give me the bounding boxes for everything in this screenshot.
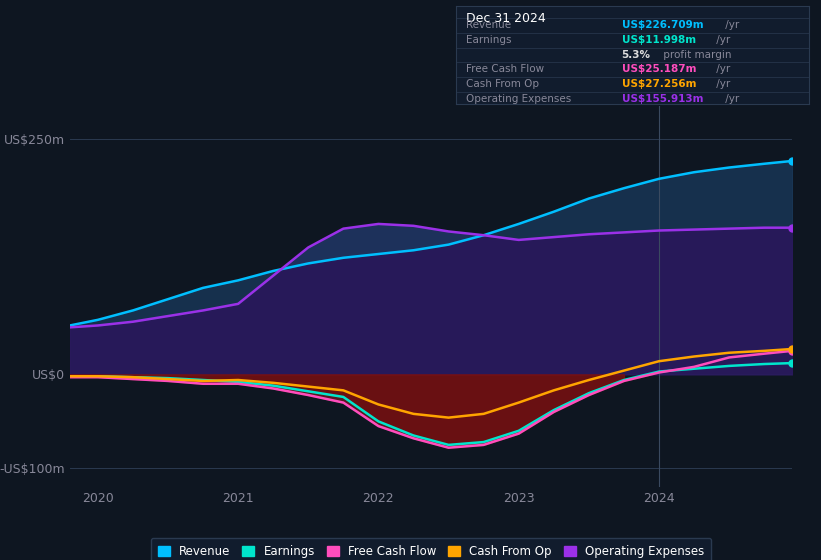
Text: /yr: /yr <box>713 64 731 74</box>
Text: profit margin: profit margin <box>660 50 732 59</box>
Text: US$27.256m: US$27.256m <box>621 79 696 89</box>
Text: Earnings: Earnings <box>466 35 511 45</box>
Text: US$226.709m: US$226.709m <box>621 20 704 30</box>
Text: US$25.187m: US$25.187m <box>621 64 696 74</box>
Text: /yr: /yr <box>713 79 731 89</box>
Text: US$11.998m: US$11.998m <box>621 35 695 45</box>
Text: /yr: /yr <box>722 94 740 104</box>
Text: US$155.913m: US$155.913m <box>621 94 703 104</box>
Legend: Revenue, Earnings, Free Cash Flow, Cash From Op, Operating Expenses: Revenue, Earnings, Free Cash Flow, Cash … <box>151 538 711 560</box>
Text: Dec 31 2024: Dec 31 2024 <box>466 12 546 25</box>
Text: Revenue: Revenue <box>466 20 511 30</box>
Text: Free Cash Flow: Free Cash Flow <box>466 64 544 74</box>
Text: Operating Expenses: Operating Expenses <box>466 94 571 104</box>
Text: 5.3%: 5.3% <box>621 50 650 59</box>
Text: /yr: /yr <box>722 20 740 30</box>
Text: /yr: /yr <box>713 35 731 45</box>
Text: Cash From Op: Cash From Op <box>466 79 539 89</box>
